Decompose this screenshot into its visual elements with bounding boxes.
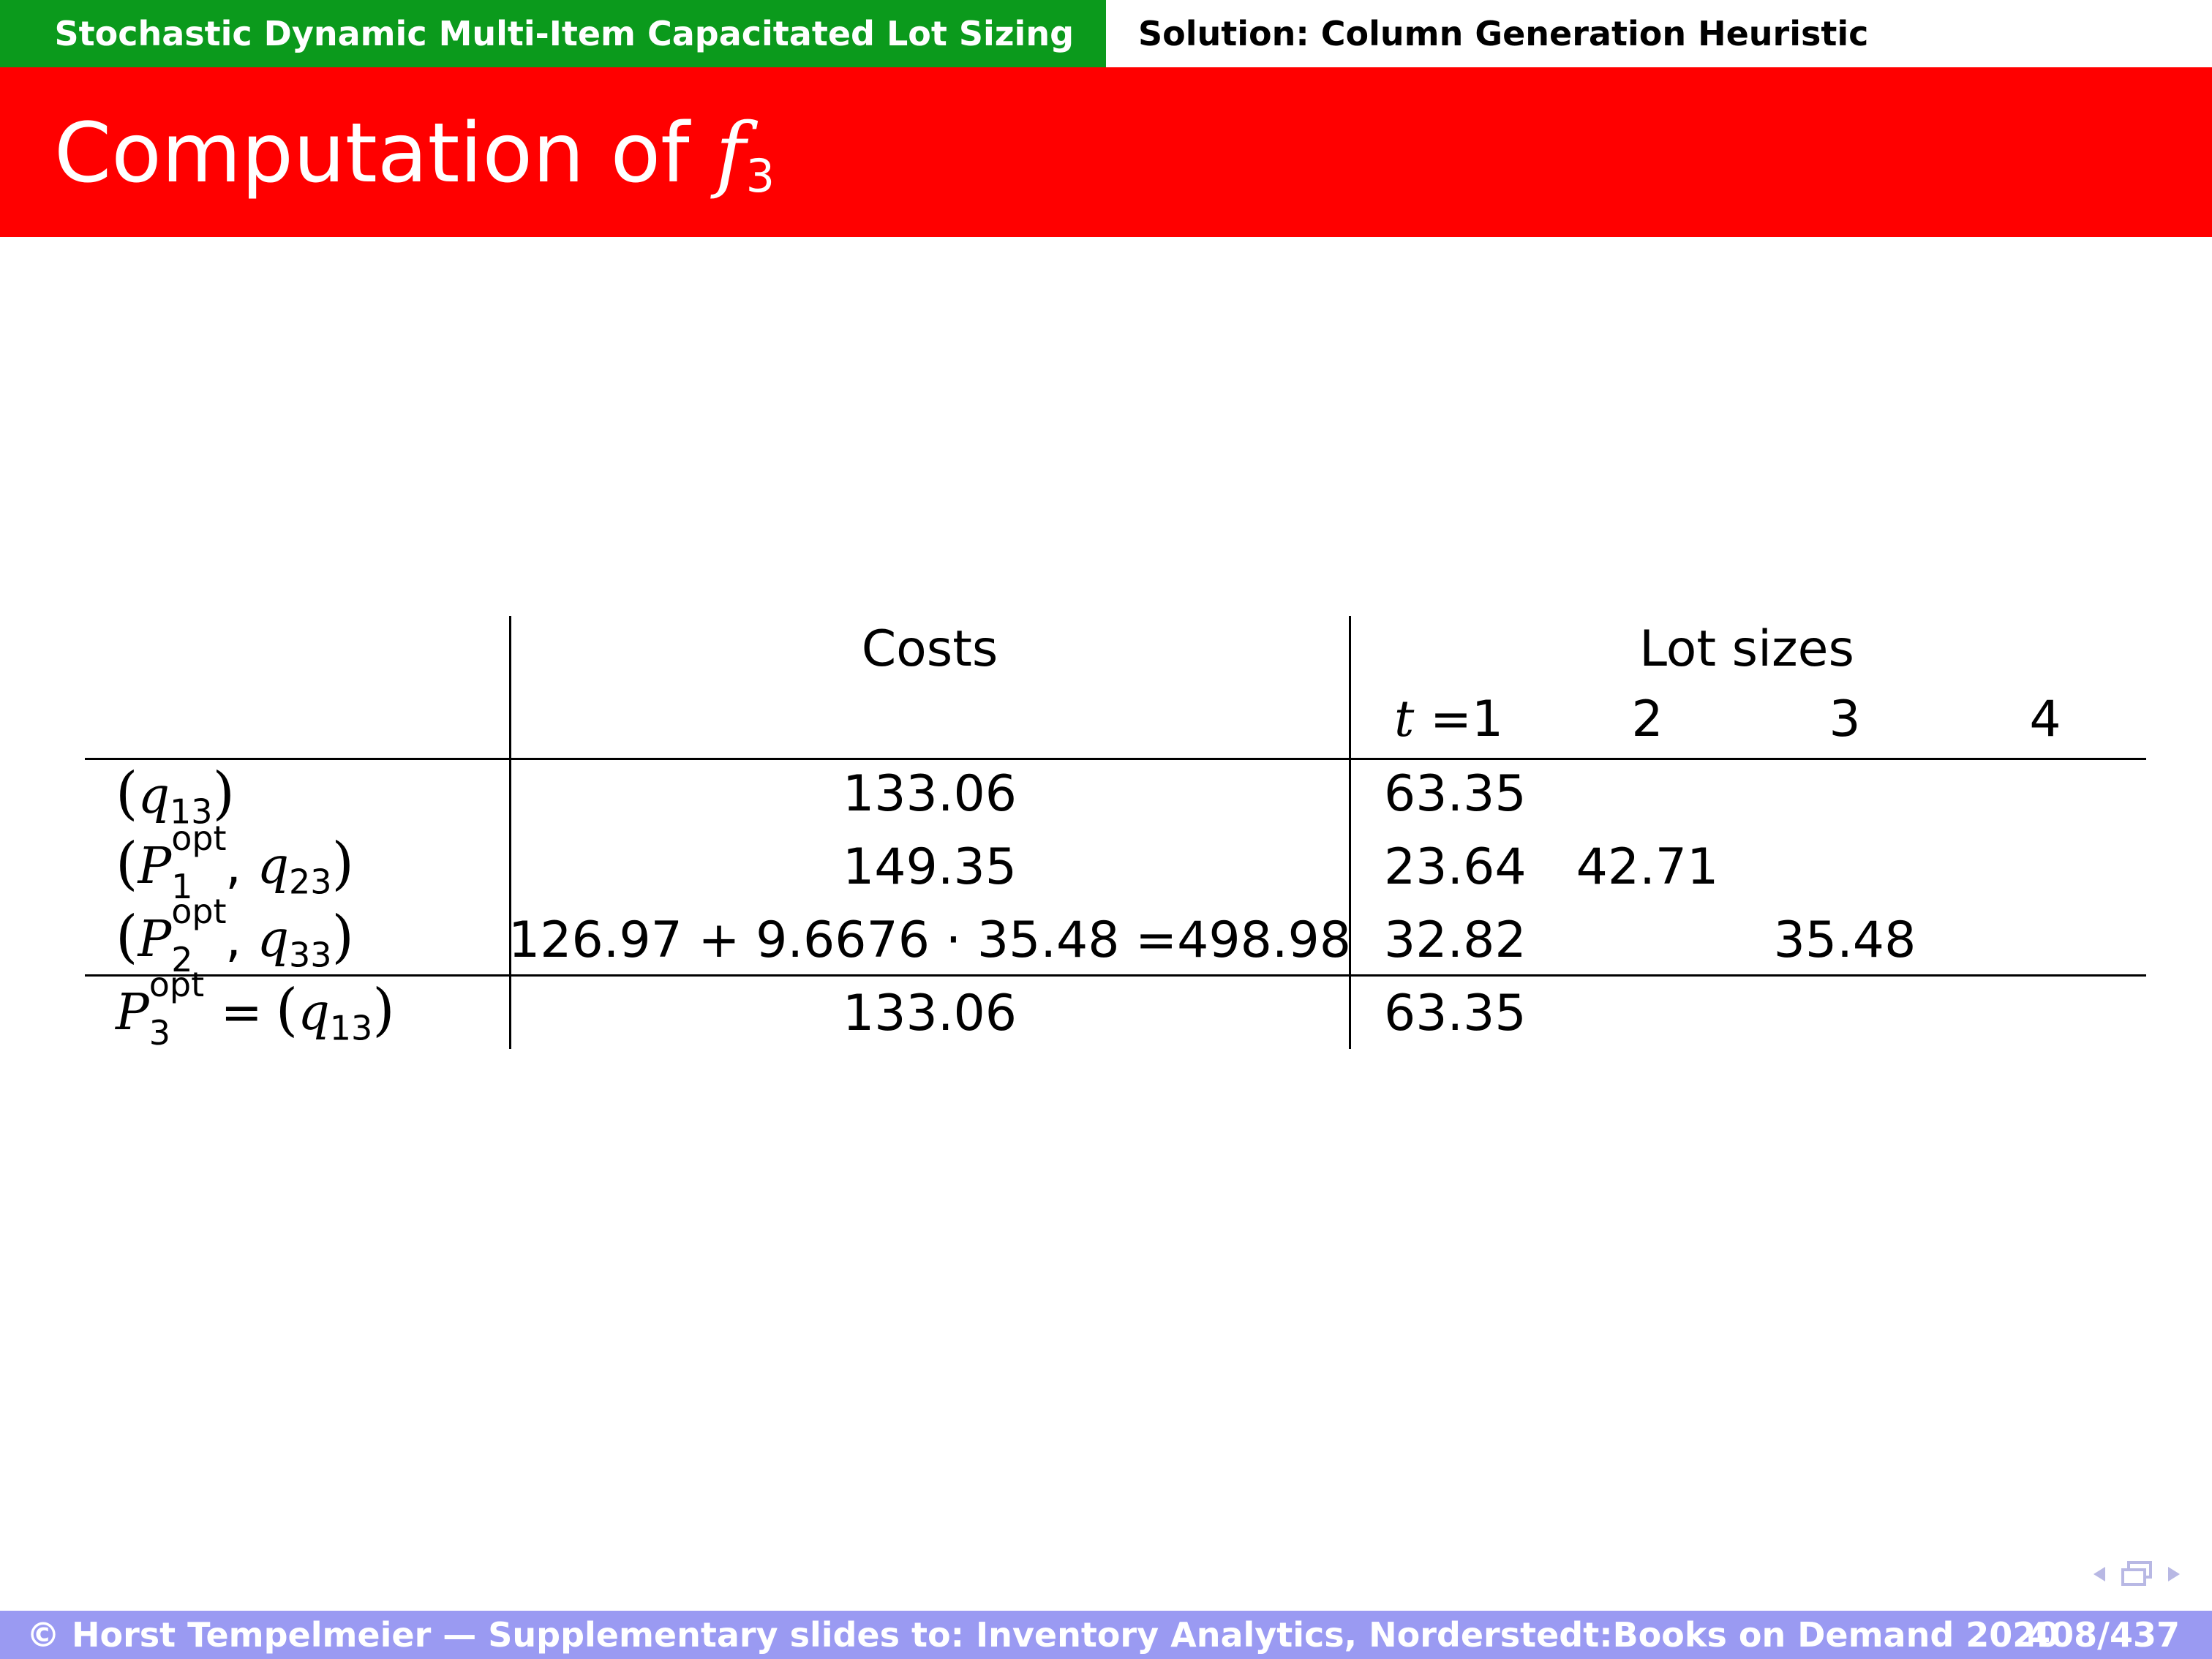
row-2-P: P — [138, 838, 172, 895]
row-3-q: q — [257, 911, 289, 968]
row-1-q-sub: 13 — [169, 791, 213, 832]
row-4-q: q — [298, 984, 330, 1042]
page-number: 408/437 — [2027, 1615, 2180, 1655]
row-1-q: q — [138, 767, 170, 825]
header-bar: Stochastic Dynamic Multi-Item Capacitate… — [0, 0, 2212, 67]
row-4-equals: = — [220, 984, 263, 1042]
header-section-right[interactable]: Solution: Column Generation Heuristic — [1106, 0, 2212, 67]
frame-icon[interactable] — [2120, 1561, 2153, 1587]
computation-table: Costs Lot sizes t =1 2 3 4 (q13) 133.06 … — [85, 616, 2146, 1053]
row-4-P: P — [116, 984, 149, 1042]
row-4-q-sub: 13 — [329, 1008, 373, 1048]
row-3-P-sup: opt — [171, 892, 227, 931]
row-1-label: (q13) — [116, 761, 235, 832]
slide-title-variable: f — [715, 106, 746, 201]
header-left-title[interactable]: Stochastic Dynamic Multi-Item Capacitate… — [54, 14, 1074, 53]
table-summary-rule — [85, 974, 2146, 977]
row-3-P: P — [138, 911, 172, 968]
table-vertical-rule-2 — [1349, 616, 1351, 1049]
slide-navigation — [2092, 1561, 2181, 1587]
footer-bar: © Horst Tempelmeier — Supplementary slid… — [0, 1611, 2212, 1659]
row-2-q-sub: 23 — [288, 862, 332, 902]
row-3-P-sub: 2 — [171, 940, 193, 979]
costs-header: Costs — [861, 620, 998, 678]
period-header-3: 3 — [1829, 691, 1861, 748]
row-3-lot-3: 35.48 — [1773, 911, 1916, 969]
slide-title: Computation of f3 — [54, 113, 775, 199]
period-header-2: 2 — [1631, 691, 1663, 748]
slide-title-subscript: 3 — [745, 149, 775, 203]
triangle-left-icon[interactable] — [2092, 1565, 2107, 1583]
table-vertical-rule-1 — [509, 616, 511, 1049]
row-3-label: (P opt 2, q33) — [116, 892, 354, 979]
row-2-label: (P opt 1, q23) — [116, 819, 354, 906]
row-4-P-sup: opt — [148, 965, 205, 1004]
period-1-label: =1 — [1429, 691, 1504, 748]
row-2-lot-1: 23.64 — [1384, 838, 1527, 896]
row-1-cost: 133.06 — [843, 765, 1017, 823]
title-band: Computation of f3 — [0, 67, 2212, 237]
header-right-title[interactable]: Solution: Column Generation Heuristic — [1138, 14, 1869, 53]
row-3-q-sub: 33 — [288, 935, 332, 975]
row-3-lot-1: 32.82 — [1384, 911, 1527, 969]
footer-copyright: © Horst Tempelmeier — Supplementary slid… — [26, 1615, 2060, 1655]
lot-sizes-header: Lot sizes — [1639, 620, 1854, 678]
triangle-right-icon[interactable] — [2167, 1565, 2181, 1583]
period-header-4: 4 — [2029, 691, 2061, 748]
row-4-lot-1: 63.35 — [1384, 985, 1527, 1042]
table-header-rule — [85, 758, 2146, 760]
row-1-lot-1: 63.35 — [1384, 765, 1527, 823]
t-variable: t — [1394, 691, 1415, 748]
period-header-1: t =1 — [1394, 695, 1503, 745]
row-2-lot-2: 42.71 — [1576, 838, 1719, 896]
slide-title-text: Computation of — [54, 106, 690, 201]
header-section-left[interactable]: Stochastic Dynamic Multi-Item Capacitate… — [0, 0, 1106, 67]
row-4-cost: 133.06 — [843, 985, 1017, 1042]
row-3-cost: 126.97 + 9.6676 · 35.48 =498.98 — [508, 911, 1352, 969]
row-2-q: q — [257, 838, 289, 895]
row-2-P-sub: 1 — [171, 867, 193, 906]
row-4-P-sub: 3 — [148, 1013, 171, 1053]
row-2-P-sup: opt — [171, 819, 227, 858]
row-2-cost: 149.35 — [843, 838, 1017, 896]
